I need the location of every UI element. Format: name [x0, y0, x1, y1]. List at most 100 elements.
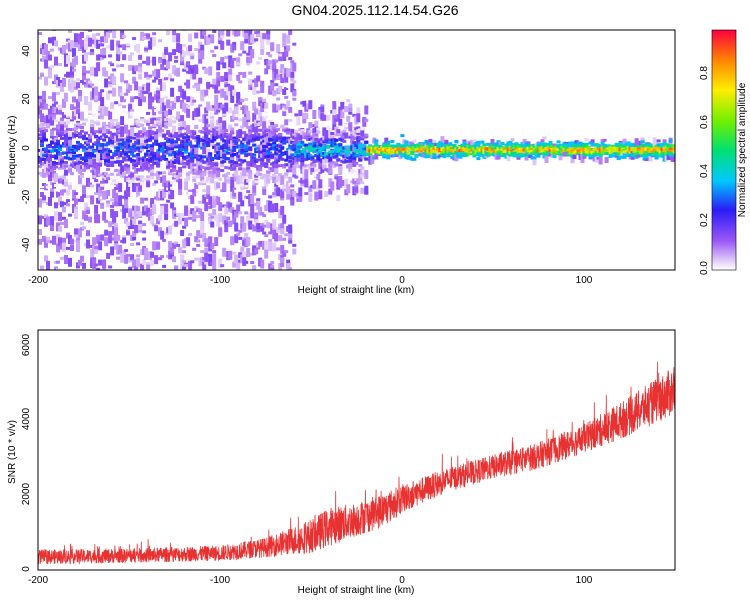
- heatmap-cell: [50, 188, 54, 198]
- heatmap-cell: [286, 136, 291, 140]
- heatmap-cell: [254, 214, 259, 218]
- heatmap-cell: [298, 187, 303, 197]
- heatmap-cell: [254, 219, 259, 226]
- heatmap-cell: [288, 119, 293, 122]
- heatmap-cell: [84, 202, 88, 209]
- heatmap-cell: [442, 155, 447, 159]
- heatmap-cell: [82, 74, 86, 81]
- heatmap-cell: [88, 145, 92, 149]
- heatmap-cell: [92, 33, 97, 40]
- heatmap-cell: [294, 162, 299, 166]
- heatmap-cell: [80, 31, 84, 38]
- heatmap-cell: [138, 62, 143, 69]
- heatmap-cell: [218, 117, 223, 123]
- heatmap-cell: [170, 78, 175, 82]
- heatmap-cell: [202, 194, 207, 204]
- heatmap-cell: [106, 168, 111, 171]
- heatmap-cell: [46, 240, 50, 244]
- heatmap-cell: [78, 259, 82, 266]
- heatmap-cell: [118, 144, 123, 148]
- heatmap-cell: [230, 130, 235, 134]
- heatmap-cell: [340, 101, 345, 111]
- heatmap-cell: [174, 141, 179, 148]
- heatmap-cell: [42, 168, 46, 178]
- heatmap-cell: [288, 146, 293, 156]
- heatmap-cell: [326, 125, 331, 129]
- heatmap-cell: [138, 97, 143, 106]
- heatmap-cell: [252, 112, 257, 122]
- heatmap-cell: [202, 160, 207, 164]
- heatmap-cell: [266, 52, 271, 55]
- heatmap-cell: [204, 89, 209, 96]
- heatmap-cell: [78, 228, 82, 238]
- heatmap-cell: [258, 206, 263, 216]
- heatmap-cell: [170, 115, 175, 119]
- heatmap-cell: [210, 243, 215, 250]
- heatmap-cell: [240, 43, 245, 50]
- heatmap-cell: [40, 148, 44, 158]
- heatmap-cell: [444, 139, 449, 146]
- heatmap-cell: [136, 206, 141, 216]
- heatmap-cell: [136, 124, 141, 128]
- heatmap-cell: [38, 164, 42, 168]
- heatmap-cell: [448, 142, 453, 146]
- heatmap-cell: [506, 152, 511, 162]
- heatmap-cell: [40, 73, 44, 77]
- heatmap-cell: [236, 62, 241, 66]
- heatmap-cell: [188, 191, 193, 195]
- heatmap-cell: [54, 56, 58, 66]
- heatmap-cell: [94, 164, 99, 167]
- heatmap-cell: [246, 161, 251, 165]
- heatmap-cell: [200, 106, 205, 110]
- heatmap-cell: [358, 173, 363, 183]
- heatmap-cell: [48, 145, 52, 149]
- heatmap-cell: [62, 206, 66, 213]
- heatmap-cell: [284, 172, 289, 176]
- heatmap-cell: [64, 180, 68, 187]
- heatmap-cell: [218, 37, 223, 41]
- heatmap-cell: [238, 163, 243, 167]
- heatmap-cell: [144, 248, 149, 257]
- heatmap-cell: [268, 238, 273, 242]
- heatmap-cell: [96, 166, 101, 176]
- heatmap-cell: [556, 140, 561, 144]
- heatmap-cell: [314, 120, 319, 130]
- heatmap-cell: [210, 113, 215, 117]
- heatmap-cell: [120, 129, 125, 133]
- heatmap-cell: [266, 150, 271, 153]
- heatmap-cell: [188, 45, 193, 52]
- heatmap-cell: [222, 182, 227, 192]
- heatmap-cell: [356, 139, 361, 143]
- heatmap-cell: [56, 260, 60, 264]
- heatmap-cell: [116, 149, 121, 153]
- heatmap-cell: [242, 222, 247, 232]
- heatmap-cell: [558, 151, 563, 161]
- heatmap-cell: [154, 158, 159, 165]
- heatmap-cell: [106, 129, 111, 133]
- heatmap-cell: [88, 216, 92, 223]
- heatmap-cell: [146, 122, 151, 126]
- heatmap-cell: [358, 158, 363, 162]
- heatmap-cell: [38, 215, 42, 225]
- heatmap-cell: [358, 164, 363, 167]
- heatmap-cell: [220, 264, 225, 268]
- heatmap-cell: [248, 71, 253, 75]
- heatmap-cell: [92, 142, 97, 146]
- heatmap-cell: [84, 52, 88, 62]
- heatmap-cell: [136, 168, 141, 172]
- heatmap-cell: [116, 156, 121, 160]
- heatmap-cell: [138, 86, 143, 93]
- heatmap-cell: [354, 189, 359, 193]
- heatmap-cell: [82, 262, 86, 269]
- heatmap-cell: [312, 110, 317, 119]
- heatmap-cell: [78, 175, 82, 185]
- heatmap-cell: [72, 132, 76, 136]
- heatmap-cell: [210, 120, 215, 123]
- heatmap-cell: [106, 153, 111, 157]
- heatmap-cell: [78, 132, 82, 136]
- heatmap-cell: [256, 90, 261, 94]
- heatmap-cell: [168, 241, 173, 251]
- heatmap-cell: [204, 202, 209, 212]
- heatmap-cell: [200, 165, 205, 169]
- heatmap-cell: [614, 142, 619, 146]
